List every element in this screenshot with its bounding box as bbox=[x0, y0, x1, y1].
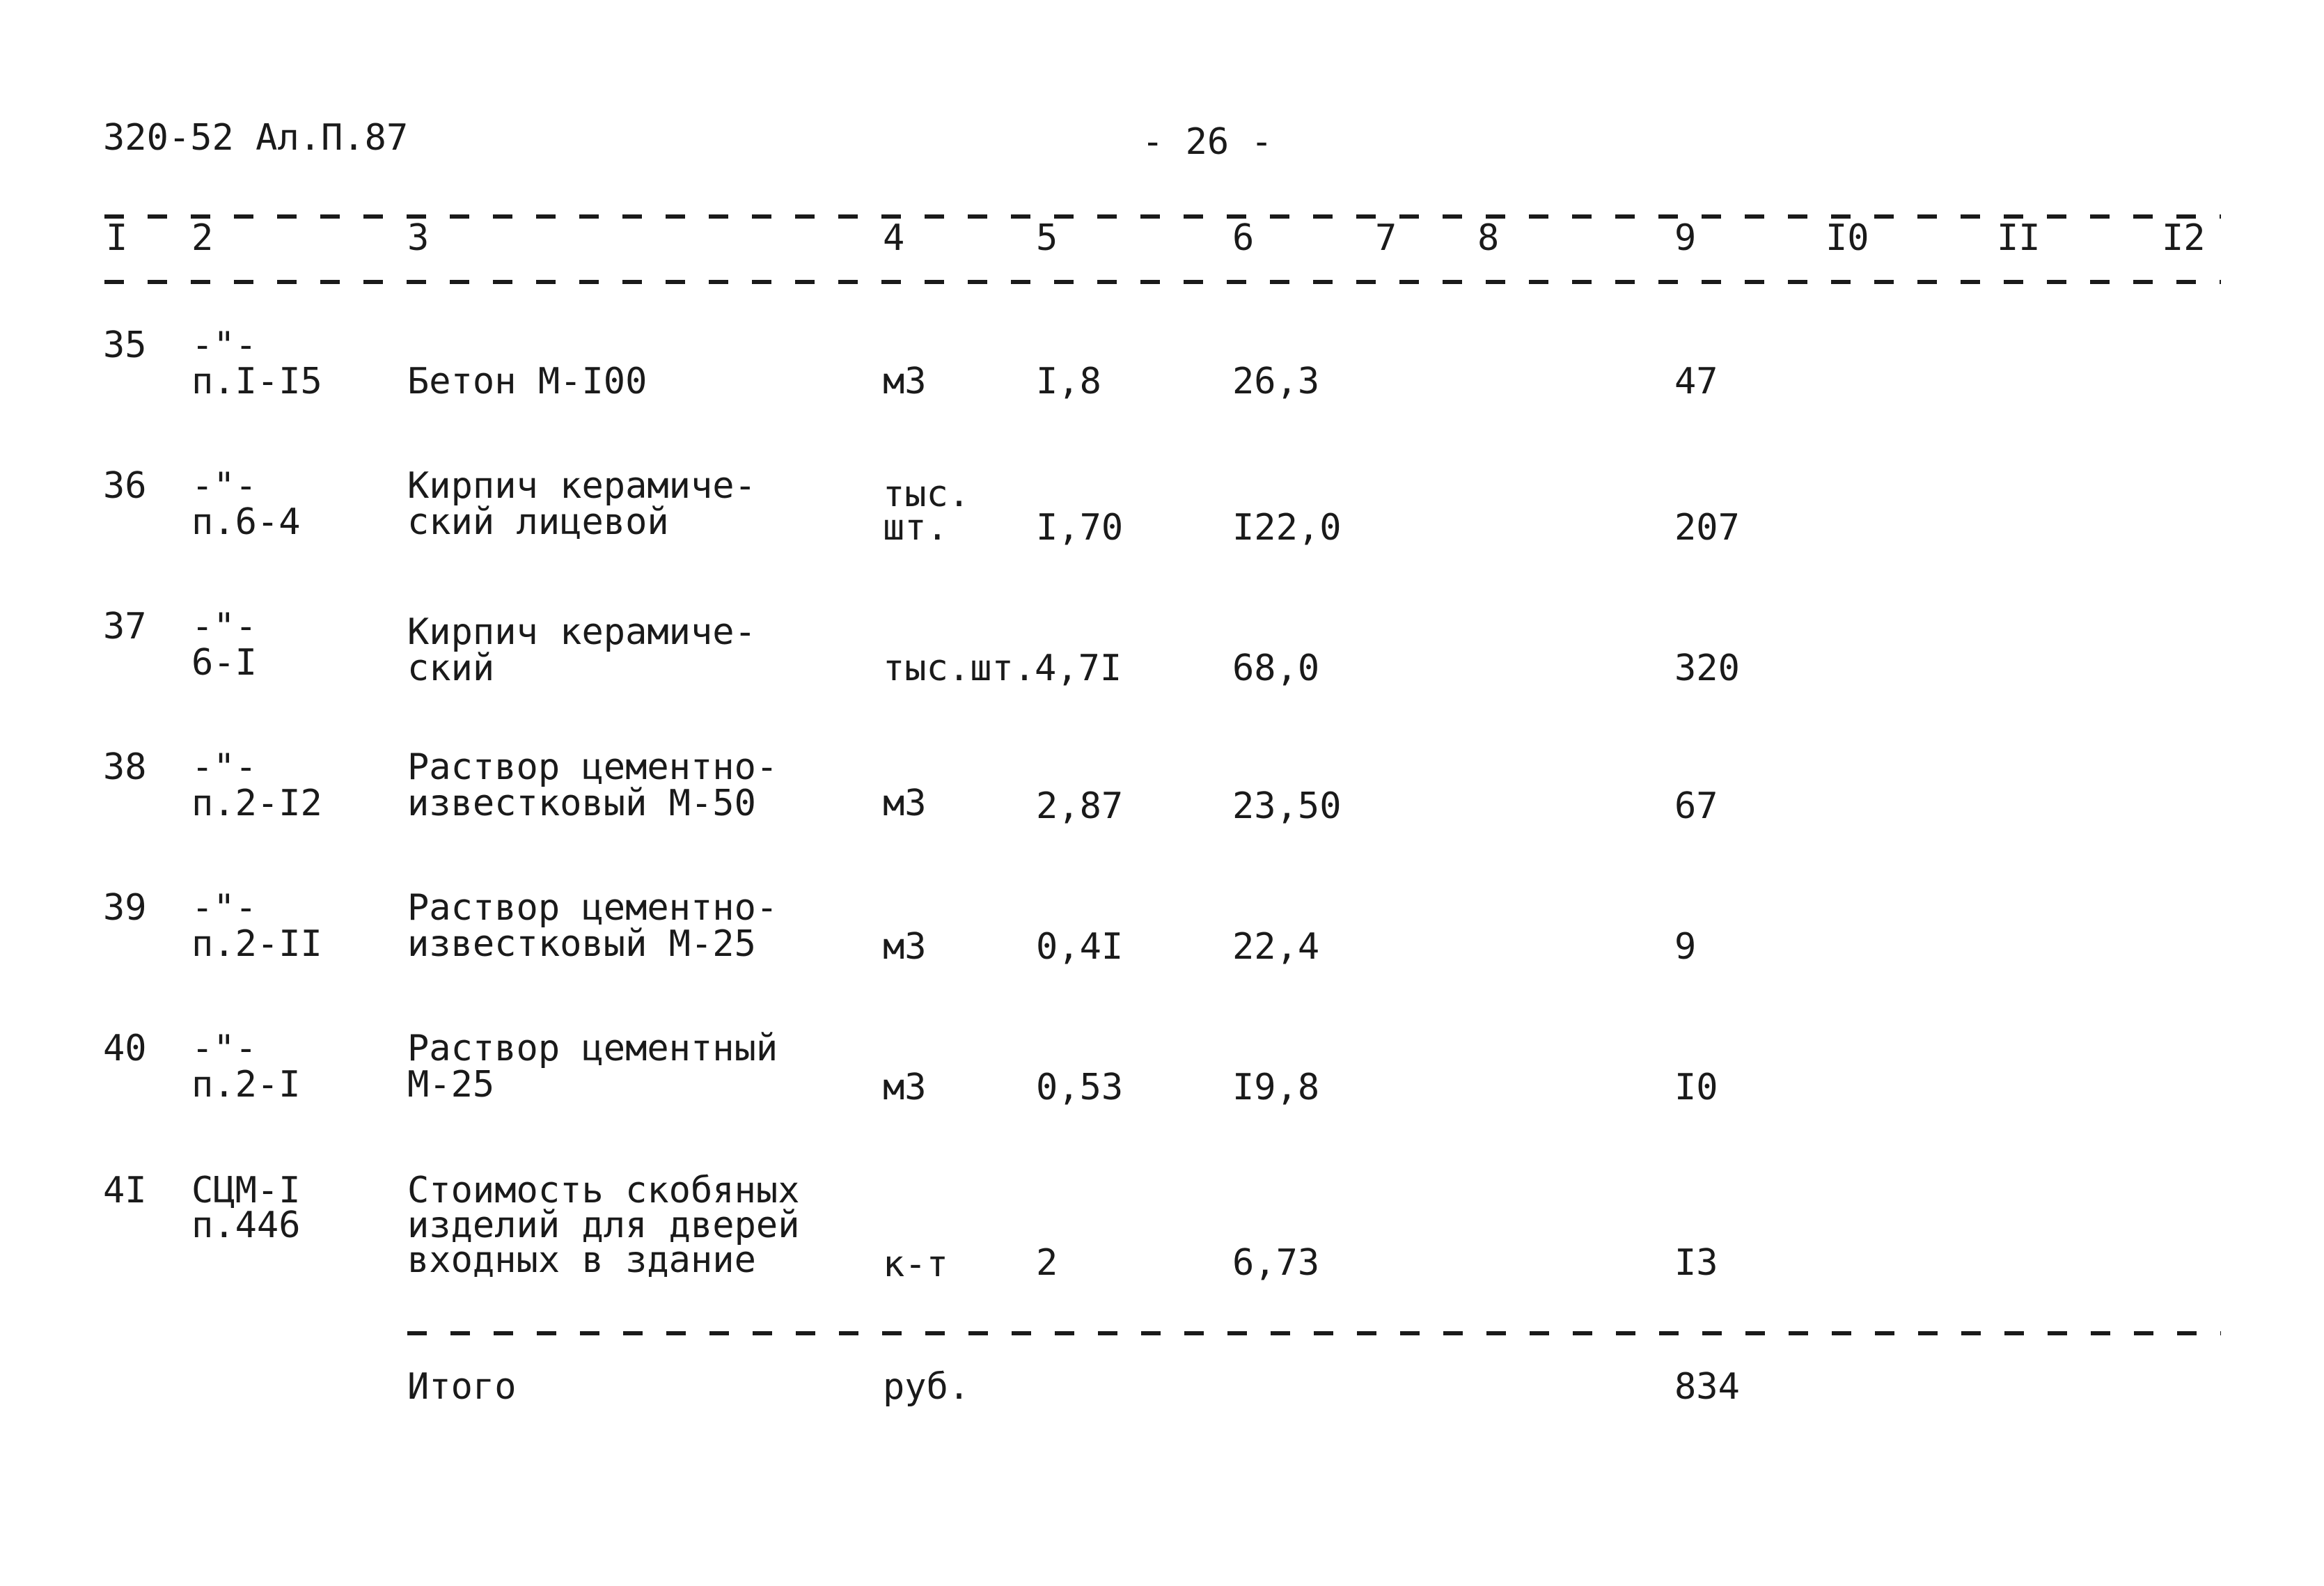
column-header: 9 bbox=[1674, 217, 1697, 259]
row-unit: м3 bbox=[883, 361, 927, 402]
row-description: известковый М-25 bbox=[407, 923, 756, 965]
row-reference: -"- bbox=[191, 465, 257, 507]
summary-rule bbox=[407, 1331, 2221, 1335]
row-description: Раствор цементный bbox=[407, 1028, 778, 1069]
column-header: 3 bbox=[407, 217, 430, 259]
table-row: 36 -"- п.6-4 Кирпич керамиче- ский лицев… bbox=[0, 468, 2324, 607]
column-header: 6 bbox=[1232, 217, 1255, 259]
summary-label: Итого bbox=[407, 1366, 517, 1408]
table-row: 4I СЦМ-I п.446 Стоимость скобяных издели… bbox=[0, 1172, 2324, 1298]
row-reference: -"- bbox=[191, 887, 257, 929]
row-quantity: 2,87 bbox=[1036, 785, 1124, 827]
row-quantity: 0,53 bbox=[1036, 1067, 1124, 1108]
row-total: 320 bbox=[1674, 647, 1740, 689]
row-description: Стоимость скобяных bbox=[407, 1170, 800, 1211]
row-reference: -"- bbox=[191, 1028, 257, 1069]
row-description: М-25 bbox=[407, 1064, 495, 1106]
column-header: I0 bbox=[1826, 217, 1869, 259]
column-header: I2 bbox=[2162, 217, 2206, 259]
row-price: 6,73 bbox=[1232, 1242, 1320, 1284]
column-header: I bbox=[106, 217, 128, 259]
table-row: 38 -"- п.2-I2 Раствор цементно- известко… bbox=[0, 749, 2324, 888]
row-total: I3 bbox=[1674, 1242, 1718, 1284]
row-unit: тыс.шт. bbox=[883, 647, 1036, 689]
row-price: 22,4 bbox=[1232, 926, 1320, 968]
row-description: известковый М-50 bbox=[407, 783, 756, 824]
summary-total: 834 bbox=[1674, 1366, 1740, 1408]
row-description: Кирпич керамиче- bbox=[407, 465, 756, 507]
row-total: 67 bbox=[1674, 785, 1718, 827]
summary-unit: руб. bbox=[883, 1366, 971, 1408]
row-total: 9 bbox=[1674, 926, 1697, 968]
row-unit: тыс. bbox=[883, 473, 971, 515]
row-quantity: 0,4I bbox=[1036, 926, 1124, 968]
row-description: входных в здание bbox=[407, 1239, 756, 1281]
row-reference: 6-I bbox=[191, 642, 257, 684]
row-number: 36 bbox=[103, 465, 147, 507]
row-reference: п.I-I5 bbox=[191, 361, 322, 402]
row-price: 23,50 bbox=[1232, 785, 1342, 827]
header-bottom-rule bbox=[104, 280, 2221, 284]
column-header: II bbox=[1997, 217, 2041, 259]
row-quantity: 4,7I bbox=[1035, 647, 1122, 689]
table-row: 40 -"- п.2-I Раствор цементный М-25 м3 0… bbox=[0, 1030, 2324, 1170]
row-description: ский bbox=[407, 647, 495, 689]
column-header: 7 bbox=[1375, 217, 1397, 259]
row-quantity: I,8 bbox=[1036, 361, 1101, 402]
row-description: ский лицевой bbox=[407, 501, 669, 543]
row-description: Бетон М-I00 bbox=[407, 361, 647, 402]
row-reference: п.2-I2 bbox=[191, 783, 322, 824]
row-unit: к-т bbox=[883, 1243, 948, 1285]
row-price: I9,8 bbox=[1232, 1067, 1320, 1108]
row-total: I0 bbox=[1674, 1067, 1718, 1108]
row-unit: м3 bbox=[883, 1067, 927, 1108]
row-number: 35 bbox=[103, 324, 147, 366]
row-unit: шт. bbox=[883, 507, 948, 549]
row-price: 26,3 bbox=[1232, 361, 1320, 402]
row-reference: п.6-4 bbox=[191, 501, 301, 543]
row-description: Раствор цементно- bbox=[407, 746, 778, 788]
row-reference: -"- bbox=[191, 746, 257, 788]
column-header: 2 bbox=[191, 217, 214, 259]
column-header: 4 bbox=[883, 217, 905, 259]
row-reference: п.446 bbox=[191, 1204, 301, 1246]
row-number: 40 bbox=[103, 1028, 147, 1069]
row-unit: м3 bbox=[883, 783, 927, 824]
row-quantity: 2 bbox=[1036, 1242, 1058, 1284]
row-unit: м3 bbox=[883, 926, 927, 968]
row-number: 37 bbox=[103, 606, 147, 647]
row-number: 38 bbox=[103, 746, 147, 788]
column-header: 8 bbox=[1477, 217, 1500, 259]
row-description: Раствор цементно- bbox=[407, 887, 778, 929]
row-price: I22,0 bbox=[1232, 507, 1342, 549]
column-header: 5 bbox=[1036, 217, 1058, 259]
row-reference: СЦМ-I bbox=[191, 1170, 301, 1211]
row-number: 39 bbox=[103, 887, 147, 929]
row-reference: п.2-II bbox=[191, 923, 322, 965]
row-reference: п.2-I bbox=[191, 1064, 301, 1106]
row-price: 68,0 bbox=[1232, 647, 1320, 689]
row-reference: -"- bbox=[191, 324, 257, 366]
table-row: 35 -"- п.I-I5 Бетон М-I00 м3 I,8 26,3 47 bbox=[0, 327, 2324, 466]
row-number: 4I bbox=[103, 1170, 147, 1211]
row-total: 47 bbox=[1674, 361, 1718, 402]
header-top-rule bbox=[104, 214, 2221, 219]
doc-code: 320-52 Ал.П.87 bbox=[103, 117, 409, 159]
row-description: изделий для дверей bbox=[407, 1204, 800, 1246]
row-reference: -"- bbox=[191, 606, 257, 647]
row-description: Кирпич керамиче- bbox=[407, 611, 756, 653]
row-quantity: I,70 bbox=[1036, 507, 1124, 549]
row-total: 207 bbox=[1674, 507, 1740, 549]
table-row: 37 -"- 6-I Кирпич керамиче- ский тыс.шт.… bbox=[0, 609, 2324, 748]
page-number: - 26 - bbox=[1142, 121, 1273, 163]
table-row: 39 -"- п.2-II Раствор цементно- известко… bbox=[0, 890, 2324, 1029]
